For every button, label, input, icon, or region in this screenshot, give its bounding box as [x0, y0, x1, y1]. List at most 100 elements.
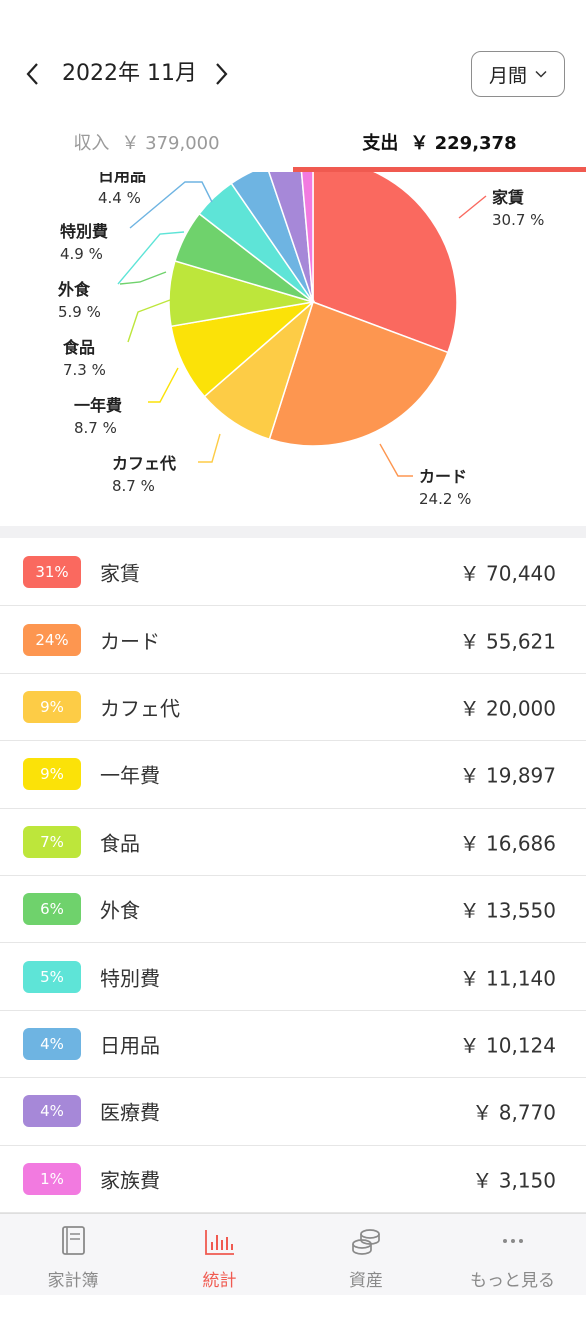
slice-name-label: 一年費 — [74, 396, 122, 415]
category-amount: ￥ 11,140 — [459, 966, 556, 991]
slice-percent-label: 7.3 % — [63, 361, 106, 379]
list-item[interactable]: 7% 食品 ￥ 16,686 — [0, 809, 586, 876]
slice-percent-label: 8.7 % — [74, 419, 117, 437]
slice-percent-label: 30.7 % — [492, 211, 544, 229]
category-amount: ￥ 19,897 — [459, 763, 556, 788]
leader-line — [119, 271, 167, 285]
leader-line — [458, 195, 487, 219]
tab-expense[interactable]: 支出 ￥ 229,378 — [293, 112, 586, 172]
book-icon — [56, 1224, 90, 1258]
slice-name-label: 特別費 — [60, 222, 108, 241]
leader-line — [117, 231, 185, 285]
category-amount: ￥ 8,770 — [472, 1100, 556, 1125]
category-breakdown-list: 31% 家賃 ￥ 70,440 24% カード ￥ 55,621 9% カフェ代 ￥ 20,00… — [0, 539, 586, 1213]
tab-expense-amount: ￥ 229,378 — [410, 133, 517, 154]
chevron-down-icon — [535, 70, 547, 78]
slice-name-label: 家賃 — [492, 188, 524, 207]
more-icon — [496, 1224, 530, 1258]
next-month-button[interactable] — [208, 58, 234, 90]
chart-icon — [203, 1224, 237, 1258]
slice-percent-label: 4.9 % — [60, 245, 103, 263]
tab-income-amount: ￥ 379,000 — [121, 133, 220, 154]
category-name: 外食 — [100, 898, 140, 923]
period-select[interactable]: 月間 — [471, 51, 565, 97]
list-item[interactable]: 4% 日用品 ￥ 10,124 — [0, 1011, 586, 1079]
section-divider — [0, 526, 586, 538]
category-name: カード — [100, 629, 160, 654]
list-item[interactable]: 4% 医療費 ￥ 8,770 — [0, 1078, 586, 1146]
list-item[interactable]: 6% 外食 ￥ 13,550 — [0, 876, 586, 944]
category-amount: ￥ 10,124 — [459, 1033, 556, 1058]
list-item[interactable]: 24% カード ￥ 55,621 — [0, 606, 586, 674]
header: 2022年 11月 月間 — [0, 0, 586, 110]
slice-percent-label: 5.9 % — [58, 303, 101, 321]
slice-name-label: カード — [419, 467, 467, 486]
category-name: 食品 — [100, 831, 140, 856]
slice-name-label: 外食 — [57, 280, 91, 299]
list-item[interactable]: 31% 家賃 ￥ 70,440 — [0, 539, 586, 607]
leader-line — [127, 299, 171, 343]
expense-pie-chart: 家賃 30.7 % カード 24.2 % カフェ代 8.7 % 一年費 8.7 % 食品 7.3 … — [0, 172, 586, 526]
category-name: 特別費 — [100, 966, 160, 991]
category-name: 家族費 — [100, 1168, 160, 1193]
coins-icon — [349, 1224, 383, 1258]
nav-tab-label: 統計 — [202, 1271, 237, 1291]
leader-line — [148, 367, 179, 403]
list-item[interactable]: 9% カフェ代 ￥ 20,000 — [0, 674, 586, 742]
month-label[interactable]: 2022年 11月 — [62, 61, 197, 86]
slice-medical[interactable] — [267, 172, 314, 303]
chevron-left-icon — [26, 63, 38, 85]
slice-name-label: 日用品 — [98, 172, 146, 185]
leader-line — [129, 181, 213, 229]
percent-badge: 4% — [23, 1095, 81, 1128]
slice-percent-label: 24.2 % — [419, 490, 471, 508]
list-item[interactable]: 9% 一年費 ￥ 19,897 — [0, 741, 586, 809]
slice-percent-label: 4.4 % — [98, 189, 141, 207]
category-name: 家賃 — [100, 561, 140, 586]
slice-name-label: カフェ代 — [112, 454, 176, 473]
category-amount: ￥ 3,150 — [472, 1168, 556, 1193]
slice-rent[interactable] — [312, 172, 458, 354]
percent-badge: 9% — [23, 690, 81, 723]
nav-tab-label: 家計簿 — [47, 1271, 99, 1291]
slice-daily[interactable] — [230, 172, 314, 303]
percent-badge: 24% — [23, 623, 81, 656]
category-name: 一年費 — [100, 763, 160, 788]
percent-badge: 6% — [23, 893, 81, 926]
percent-badge: 1% — [23, 1162, 81, 1195]
slice-family[interactable] — [300, 172, 314, 303]
percent-badge: 5% — [23, 960, 81, 993]
nav-tab-label: もっと見る — [470, 1271, 555, 1291]
percent-badge: 4% — [23, 1027, 81, 1060]
previous-month-button[interactable] — [20, 58, 46, 90]
tab-income-label: 収入 — [73, 133, 110, 154]
percent-badge: 9% — [23, 758, 81, 791]
bottom-navigation: 家計簿 統計 資産 もっと見る — [0, 1213, 586, 1295]
nav-tab-label: 資産 — [349, 1271, 383, 1291]
nav-tab-stats[interactable]: 統計 — [147, 1214, 293, 1296]
leader-line — [379, 443, 413, 477]
list-item[interactable]: 5% 特別費 ￥ 11,140 — [0, 943, 586, 1011]
nav-tab-household[interactable]: 家計簿 — [0, 1214, 146, 1296]
chevron-right-icon — [216, 63, 228, 85]
category-amount: ￥ 55,621 — [459, 629, 556, 654]
tab-expense-label: 支出 — [362, 133, 399, 154]
list-item[interactable]: 1% 家族費 ￥ 3,150 — [0, 1146, 586, 1213]
slice-percent-label: 8.7 % — [112, 477, 155, 495]
nav-tab-more[interactable]: もっと見る — [440, 1214, 586, 1296]
category-amount: ￥ 20,000 — [459, 696, 556, 721]
category-amount: ￥ 13,550 — [459, 898, 556, 923]
category-amount: ￥ 70,440 — [459, 561, 556, 586]
category-amount: ￥ 16,686 — [459, 831, 556, 856]
nav-tab-assets[interactable]: 資産 — [293, 1214, 439, 1296]
category-name: 医療費 — [100, 1100, 160, 1125]
percent-badge: 7% — [23, 825, 81, 858]
slice-card[interactable] — [268, 301, 449, 447]
category-name: カフェ代 — [100, 696, 180, 721]
pie-chart-svg: 家賃 30.7 % カード 24.2 % カフェ代 8.7 % 一年費 8.7 % 食品 7.3 … — [57, 172, 544, 508]
slice-name-label: 食品 — [62, 338, 95, 357]
bottom-spacer — [0, 1296, 586, 1319]
period-select-label: 月間 — [488, 64, 527, 87]
tab-income[interactable]: 収入 ￥ 379,000 — [0, 112, 293, 172]
income-expense-tabs: 収入 ￥ 379,000 支出 ￥ 229,378 — [0, 112, 586, 172]
